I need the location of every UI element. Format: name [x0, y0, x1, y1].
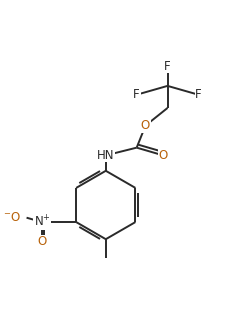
Text: O: O [158, 149, 167, 162]
Text: $\mathregular{{}^{-}}$O: $\mathregular{{}^{-}}$O [3, 211, 21, 224]
Text: O: O [37, 236, 46, 249]
Text: F: F [194, 88, 201, 101]
Text: N$\mathregular{^{+}}$: N$\mathregular{^{+}}$ [33, 214, 50, 230]
Text: O: O [140, 119, 150, 132]
Text: HN: HN [97, 149, 114, 162]
Text: F: F [164, 60, 170, 73]
Text: F: F [133, 88, 139, 101]
